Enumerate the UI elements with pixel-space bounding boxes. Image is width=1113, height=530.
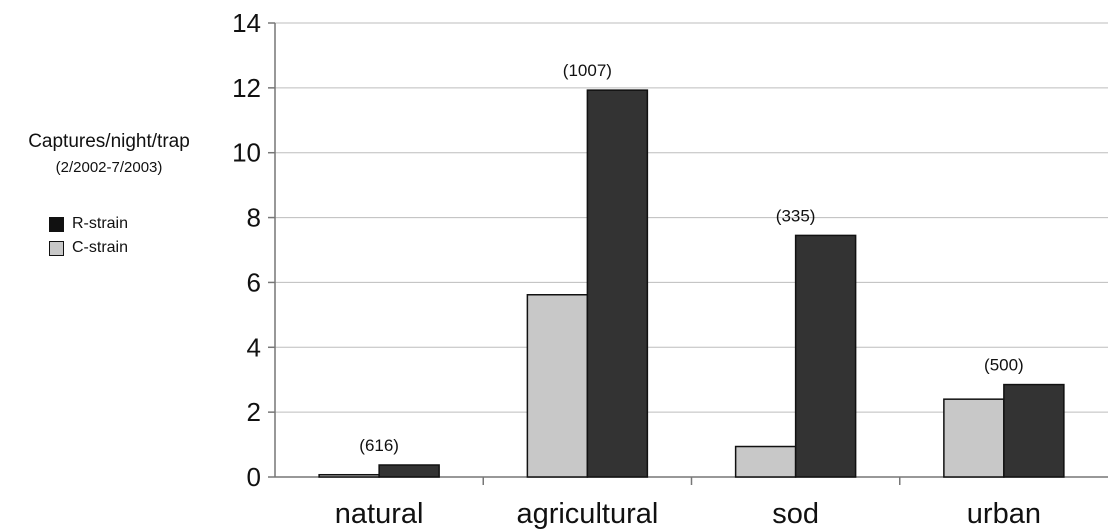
bar-r-strain-sod	[794, 234, 857, 478]
y-tick-label: 8	[247, 203, 261, 233]
y-tick-label: 14	[232, 8, 261, 38]
bar-c-strain-urban	[943, 398, 1005, 478]
annotation-agricultural: (1007)	[563, 61, 612, 80]
x-tick-label-urban: urban	[967, 498, 1041, 530]
bar-r-strain-natural	[378, 464, 440, 478]
y-tick-label: 0	[247, 462, 261, 492]
annotation-urban: (500)	[984, 356, 1024, 375]
legend-swatch-c-strain	[49, 240, 64, 256]
legend-label-r-strain: R-strain	[72, 215, 129, 232]
bar-r-strain-agricultural	[586, 89, 649, 478]
y-axis-sublabel: (2/2002-7/2003)	[55, 159, 163, 176]
legend-item-c-strain: C-strain	[49, 236, 128, 260]
legend-item-r-strain: R-strain	[49, 212, 128, 236]
x-tick-label-agricultural: agricultural	[516, 498, 658, 530]
y-tick-label: 12	[232, 73, 261, 103]
bar-c-strain-sod	[734, 445, 797, 478]
y-tick-label: 4	[247, 332, 261, 362]
y-tick-label: 2	[247, 397, 261, 427]
y-axis-label: Captures/night/trap	[28, 131, 190, 152]
legend-label-c-strain: C-strain	[72, 239, 129, 256]
annotation-sod: (335)	[776, 206, 816, 225]
y-tick-label: 10	[232, 138, 261, 168]
annotation-natural: (616)	[359, 436, 399, 455]
bar-c-strain-agricultural	[526, 294, 589, 478]
y-tick-label: 6	[247, 267, 261, 297]
bar-c-strain-natural	[318, 473, 380, 478]
x-tick-label-natural: natural	[335, 498, 424, 530]
x-tick-label-sod: sod	[772, 498, 819, 530]
legend: R-strain C-strain	[49, 212, 128, 260]
bar-r-strain-urban	[1003, 383, 1065, 478]
legend-swatch-r-strain	[49, 216, 64, 232]
